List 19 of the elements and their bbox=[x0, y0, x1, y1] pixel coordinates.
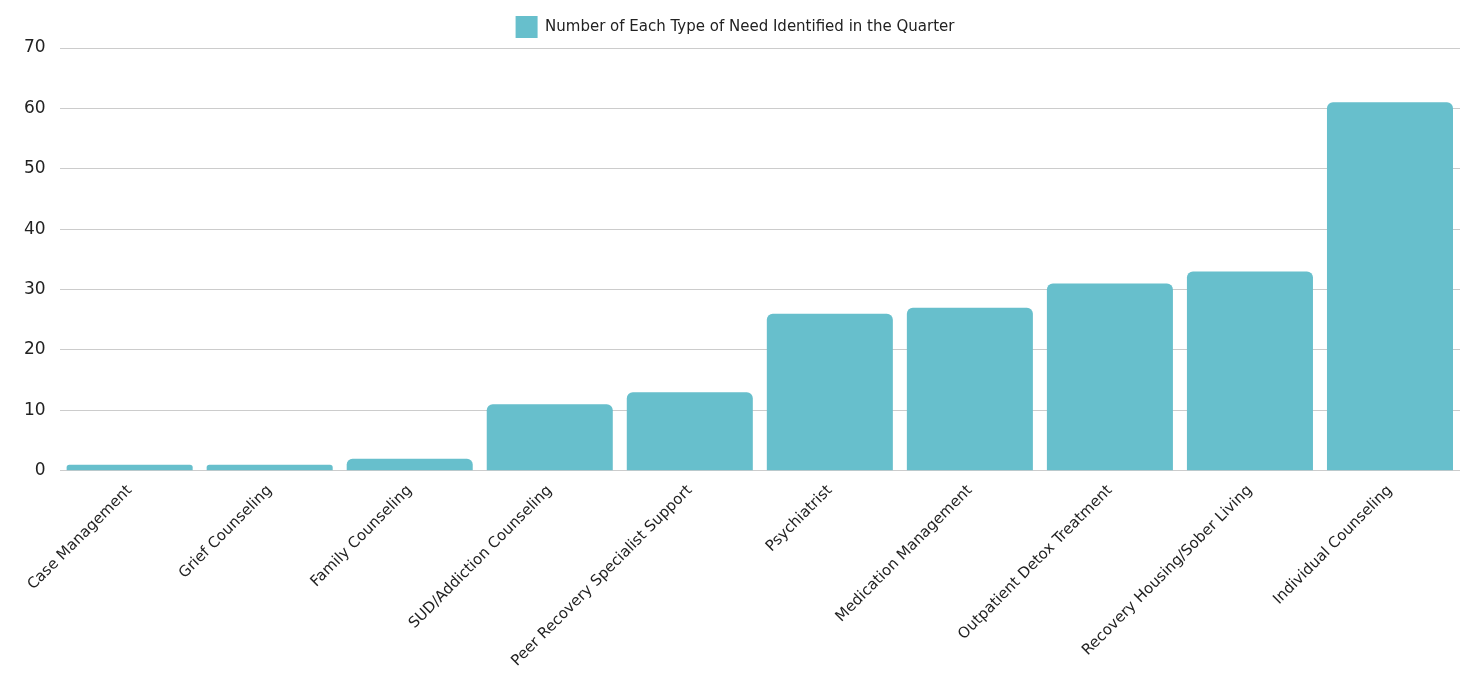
bar bbox=[906, 307, 1033, 471]
bar bbox=[1326, 102, 1453, 471]
y-tick-label: 10 bbox=[23, 398, 46, 419]
y-tick-label: 30 bbox=[23, 278, 46, 299]
bar bbox=[486, 404, 613, 471]
bar bbox=[206, 464, 333, 471]
bar bbox=[766, 313, 893, 471]
y-tick-label: 40 bbox=[23, 217, 46, 238]
y-tick-label: 20 bbox=[23, 338, 46, 359]
y-tick-label: 0 bbox=[34, 459, 46, 480]
bar bbox=[1186, 271, 1313, 471]
bar bbox=[1046, 283, 1173, 471]
y-tick-label: 50 bbox=[23, 157, 46, 178]
y-tick-label: 60 bbox=[23, 96, 46, 117]
legend-label: Number of Each Type of Need Identified in the Quarter bbox=[545, 16, 956, 35]
y-tick-label: 70 bbox=[23, 36, 46, 57]
bar bbox=[346, 458, 473, 471]
bar bbox=[626, 392, 753, 471]
bar bbox=[66, 464, 193, 471]
